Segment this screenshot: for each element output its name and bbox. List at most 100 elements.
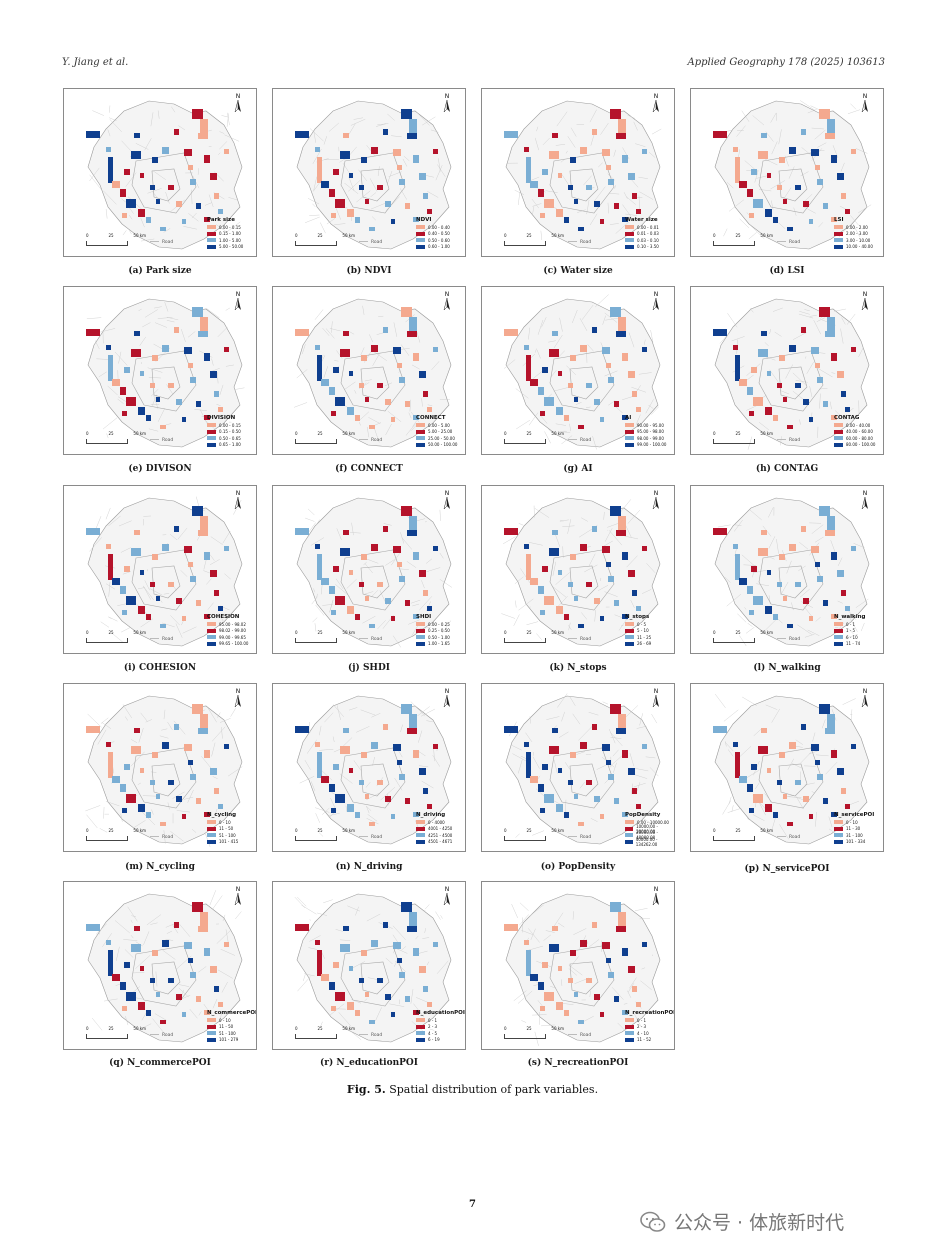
park-patch	[594, 598, 600, 604]
road-line	[421, 398, 423, 407]
road-line	[309, 935, 321, 942]
north-arrow: N	[650, 886, 662, 907]
road-line	[741, 110, 750, 122]
map-legend: CONTAG 0.00 - 40.00 40.00 - 60.00 60.00 - 8…	[834, 415, 875, 448]
park-patch	[795, 383, 801, 388]
park-patch	[377, 383, 383, 388]
legend-class-label: 0.25 - 0.50	[428, 628, 450, 634]
park-patch	[134, 530, 140, 535]
road-line	[105, 801, 120, 807]
park-patch	[393, 942, 401, 949]
road-line	[140, 618, 154, 628]
legend-swatch	[625, 429, 634, 434]
park-patch	[190, 179, 196, 185]
road-line	[529, 904, 544, 917]
road-line	[314, 623, 317, 632]
park-patch	[176, 399, 182, 405]
scale-label: 50 km	[342, 828, 355, 833]
park-patch	[765, 606, 772, 614]
legend-class-label: 0.50 - 0.60	[428, 237, 450, 243]
road-line	[850, 103, 857, 110]
park-patch	[413, 155, 419, 163]
park-patch	[190, 377, 196, 383]
road-line	[569, 423, 572, 432]
park-patch	[214, 986, 219, 992]
park-patch	[361, 950, 367, 956]
park-patch	[131, 746, 141, 754]
legend-swatch	[625, 231, 634, 236]
park-patch	[538, 387, 544, 395]
road-line	[761, 618, 777, 634]
park-patch	[131, 349, 141, 357]
road-line	[412, 420, 417, 427]
road-line	[366, 818, 379, 825]
road-line	[138, 308, 142, 312]
legend-title: LSI	[834, 217, 844, 223]
road-line	[553, 759, 558, 774]
legend-swatch	[207, 826, 216, 831]
road-line	[559, 431, 571, 434]
road-line	[651, 406, 659, 415]
road-line	[582, 1016, 594, 1022]
ring-road	[360, 366, 390, 400]
park-patch	[146, 614, 151, 620]
park-patch	[315, 940, 320, 945]
road-line	[204, 202, 213, 206]
legend-class-label: 95.00 - 98.00	[637, 429, 664, 435]
park-patch	[851, 546, 856, 551]
legend-class-label: 25.00 - 50.00	[428, 435, 455, 441]
legend-swatch	[416, 641, 425, 646]
legend-row: 0.00 - 0.25	[416, 621, 450, 628]
road-line	[765, 131, 774, 142]
road-line	[359, 411, 370, 420]
road-line	[106, 433, 109, 439]
north-arrow: N	[232, 291, 244, 312]
road-line	[518, 598, 534, 611]
north-arrow-icon	[234, 99, 241, 113]
road-line	[837, 557, 843, 566]
road-line	[400, 724, 403, 733]
road-line	[108, 515, 121, 527]
road-legend: Road	[359, 835, 382, 840]
legend-row: 10000.00 - 20000.00	[625, 824, 674, 834]
north-arrow: N	[441, 291, 453, 312]
legend-swatch	[625, 1024, 634, 1029]
scale-label: 0	[713, 828, 716, 833]
park-patch	[419, 371, 426, 378]
park-patch	[542, 566, 548, 572]
road-line	[387, 170, 393, 184]
park-patch	[811, 347, 819, 354]
park-patch	[200, 317, 208, 331]
road-line	[319, 832, 324, 837]
road-line	[858, 347, 864, 358]
park-patch	[393, 546, 401, 553]
park-patch	[632, 590, 637, 596]
park-patch	[540, 1006, 545, 1011]
legend-swatch	[834, 231, 843, 236]
park-patch	[845, 209, 850, 214]
legend-title: N_stops	[625, 614, 650, 620]
park-patch	[602, 744, 610, 751]
road-line	[715, 693, 726, 708]
road-legend: Road	[359, 1033, 382, 1038]
ring-road	[778, 366, 808, 400]
road-line	[130, 751, 145, 767]
map-panel: N 0 25 50 km Road CONNECT 0.00 - 5.00 5.00 - 25…	[272, 286, 466, 455]
park-patch	[570, 950, 576, 956]
park-patch	[558, 173, 562, 178]
road-line	[792, 763, 803, 769]
road-line	[333, 704, 344, 717]
road-line	[319, 749, 334, 751]
road-line	[724, 741, 734, 752]
park-patch	[204, 1010, 210, 1015]
legend-class-label: 101 - 415	[219, 839, 239, 845]
park-patch	[586, 780, 592, 785]
park-patch	[787, 227, 793, 231]
road-line	[166, 384, 174, 395]
panel-caption: (e) DIVISON	[128, 464, 192, 474]
road-line	[410, 989, 414, 1004]
park-patch	[204, 552, 210, 560]
road-line	[849, 617, 858, 632]
legend-swatch	[834, 436, 843, 441]
